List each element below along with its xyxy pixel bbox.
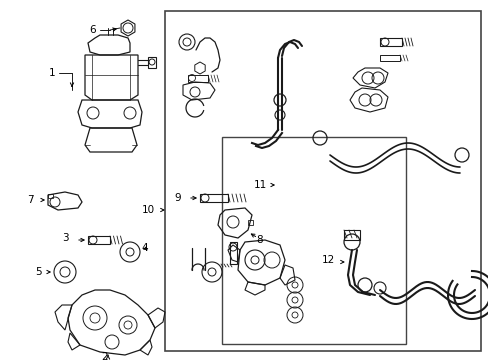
Bar xyxy=(379,38,401,46)
Text: 4: 4 xyxy=(142,243,148,253)
Bar xyxy=(148,57,156,68)
Text: 1: 1 xyxy=(49,68,55,78)
Text: 7: 7 xyxy=(27,195,33,205)
Text: 8: 8 xyxy=(256,235,263,245)
Text: 12: 12 xyxy=(321,255,334,265)
Bar xyxy=(229,242,237,264)
Text: 11: 11 xyxy=(253,180,266,190)
Text: 6: 6 xyxy=(89,25,96,35)
Bar xyxy=(222,137,405,344)
Bar xyxy=(379,55,399,61)
Bar xyxy=(247,220,252,225)
Bar xyxy=(200,194,227,202)
Bar xyxy=(165,11,480,351)
Bar xyxy=(88,236,110,244)
Text: 2: 2 xyxy=(102,352,108,360)
Text: 9: 9 xyxy=(174,193,181,203)
Text: 3: 3 xyxy=(61,233,68,243)
Bar xyxy=(343,230,359,240)
Text: 10: 10 xyxy=(141,205,154,215)
Bar xyxy=(187,75,207,82)
Text: 5: 5 xyxy=(35,267,41,277)
Bar xyxy=(48,194,53,198)
